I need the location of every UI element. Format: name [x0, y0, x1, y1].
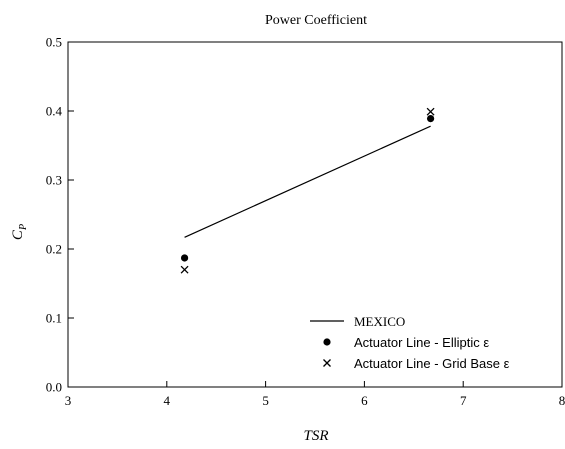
- svg-text:CP: CP: [10, 224, 29, 240]
- y-tick-label: 0.5: [46, 35, 62, 50]
- x-axis-ticks: 3 4 5 6 7 8: [65, 381, 565, 408]
- y-axis-label-main: C: [10, 229, 26, 240]
- legend-label-mexico: MEXICO: [354, 314, 405, 329]
- y-tick-label: 0.2: [46, 242, 62, 257]
- data-point-elliptic: [426, 114, 435, 123]
- chart-title: Power Coefficient: [265, 13, 367, 28]
- y-tick-label: 0.3: [46, 173, 62, 188]
- x-tick-label: 5: [262, 393, 269, 408]
- x-tick-label: 8: [559, 393, 565, 408]
- x-tick-label: 3: [65, 393, 72, 408]
- y-tick-label: 0.4: [46, 104, 63, 119]
- series-line-mexico: [184, 125, 431, 238]
- y-tick-label: 0.0: [46, 380, 62, 395]
- legend-label-grid-base: Actuator Line - Grid Base ε: [354, 356, 510, 371]
- legend-swatch-grid-base: [323, 359, 331, 367]
- data-point-grid-base: [180, 265, 189, 274]
- y-tick-label: 0.1: [46, 311, 62, 326]
- y-axis-label: CP: [10, 224, 29, 240]
- data-point-grid-base: [426, 107, 435, 116]
- data-point-elliptic: [180, 254, 189, 262]
- plot-marks: [180, 107, 435, 274]
- y-axis-ticks: 0.0 0.1 0.2 0.3 0.4 0.5: [46, 35, 74, 395]
- y-axis-label-subscript: P: [18, 224, 29, 231]
- x-tick-label: 7: [460, 393, 467, 408]
- plot-frame: [67, 41, 563, 388]
- legend-label-elliptic: Actuator Line - Elliptic ε: [354, 335, 489, 350]
- legend-swatch-elliptic: [323, 338, 331, 346]
- x-tick-label: 4: [164, 393, 171, 408]
- x-tick-label: 6: [361, 393, 368, 408]
- x-axis-label: TSR: [303, 428, 328, 444]
- legend: MEXICO Actuator Line - Elliptic ε Actuat…: [310, 314, 510, 371]
